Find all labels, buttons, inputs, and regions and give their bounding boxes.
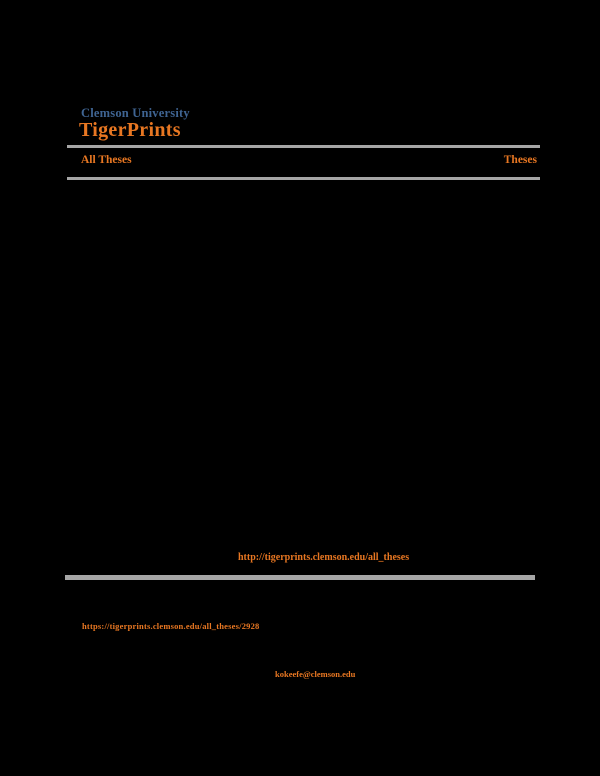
header-divider-bottom <box>67 177 540 180</box>
recommended-citation-url-link[interactable]: https://tigerprints.clemson.edu/all_thes… <box>82 621 260 631</box>
university-name-link[interactable]: Clemson University <box>81 106 190 120</box>
breadcrumb-all-theses-link[interactable]: All Theses <box>81 154 132 166</box>
additional-works-url-link[interactable]: http://tigerprints.clemson.edu/all_these… <box>238 552 410 563</box>
breadcrumb-theses-link[interactable]: Theses <box>503 154 537 166</box>
site-title-link[interactable]: TigerPrints <box>79 119 181 141</box>
header-divider-top <box>67 145 540 148</box>
citation-section-divider <box>65 575 535 580</box>
contact-email-link[interactable]: kokeefe@clemson.edu <box>275 669 356 679</box>
